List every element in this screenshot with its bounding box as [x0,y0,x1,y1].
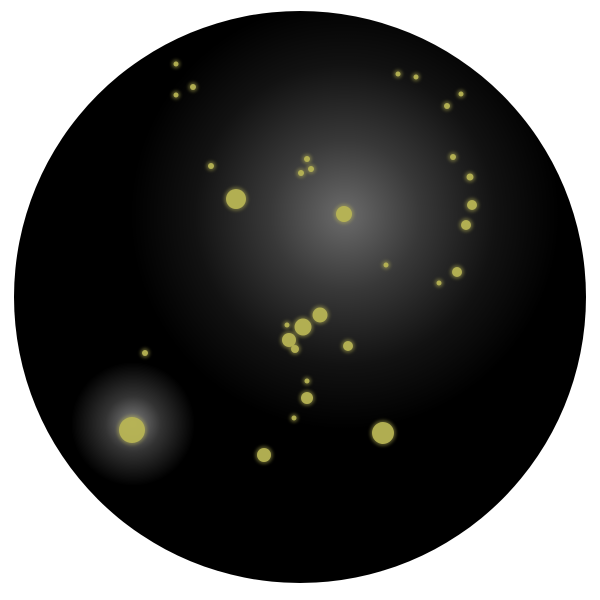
star [444,103,450,109]
star [343,341,353,351]
star [282,333,296,347]
star [291,415,297,421]
star [458,91,464,97]
star [452,267,462,277]
star [173,92,179,98]
star [461,220,471,230]
star [190,84,196,90]
star [336,206,352,222]
star [413,74,419,80]
star [298,170,304,176]
star [312,307,328,323]
star [142,350,148,356]
star [467,200,477,210]
star-cluster [117,59,479,464]
star [291,345,299,353]
star [383,262,389,268]
star [395,71,401,77]
star [436,280,442,286]
star [450,154,456,160]
star [294,318,312,336]
star [284,322,290,328]
star [226,189,246,209]
star [308,166,314,172]
star [304,378,310,384]
star [304,156,310,162]
star [372,422,394,444]
star [301,392,313,404]
star [257,448,271,462]
star [208,163,214,169]
star [466,173,474,181]
star [119,417,145,443]
star [173,61,179,67]
